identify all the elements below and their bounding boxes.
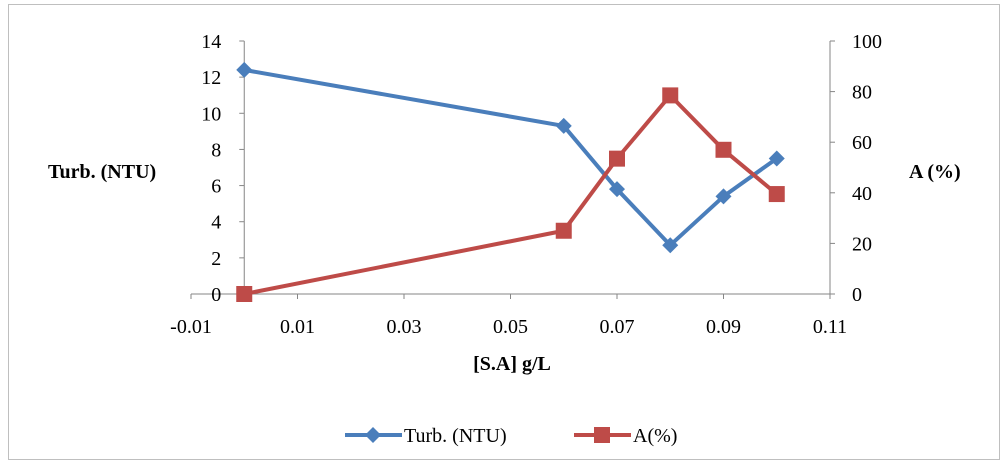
data-point — [768, 186, 785, 203]
series-1 — [236, 61, 785, 254]
y-right-tick-label: 60 — [852, 132, 872, 154]
x-tick-label: 0.11 — [813, 316, 847, 338]
legend-item: A(%) — [574, 425, 677, 447]
legend-item: Turb. (NTU) — [345, 425, 507, 447]
y-axis-left-ticks: 0 2 4 6 8 10 12 14 — [201, 31, 245, 306]
series-line — [243, 93, 779, 296]
data-point — [715, 188, 732, 205]
x-tick-label: 0.05 — [493, 316, 528, 338]
y-right-tick-label: 80 — [852, 82, 872, 104]
legend-marker — [365, 427, 381, 443]
y-right-tick-label: 20 — [852, 233, 872, 255]
legend-label: A(%) — [633, 425, 677, 447]
y-left-tick-label: 14 — [201, 31, 221, 53]
y-right-tick-label: 40 — [852, 183, 872, 205]
data-point — [609, 150, 625, 167]
legend-label: Turb. (NTU) — [404, 425, 507, 447]
y-left-tick-label: 6 — [211, 176, 221, 198]
x-axis-title: [S.A] g/L — [473, 353, 551, 375]
data-point — [555, 117, 572, 134]
y-axis-left-title: Turb. (NTU) — [48, 161, 156, 183]
data-point — [662, 237, 679, 254]
data-point — [662, 87, 679, 104]
y-left-tick-label: 2 — [211, 248, 221, 270]
series-2 — [236, 87, 785, 302]
x-tick-label: 0.01 — [280, 316, 315, 338]
x-axis-ticks: -0.01 0.01 0.03 0.05 0.07 0.09 0.11 — [170, 294, 847, 338]
data-point — [609, 181, 625, 198]
data-point — [555, 222, 572, 239]
y-left-tick-label: 4 — [211, 212, 221, 234]
plot-area: -0.01 0.01 0.03 0.05 0.07 0.09 0.11 0 2 4 6 8 10 12 1… — [170, 31, 882, 338]
x-tick-label: 0.03 — [387, 316, 422, 338]
data-point — [236, 286, 253, 302]
x-tick-label: 0.09 — [706, 316, 741, 338]
y-left-tick-label: 0 — [211, 284, 221, 306]
x-tick-label: 0.07 — [600, 316, 635, 338]
series-line — [243, 67, 778, 248]
y-left-tick-label: 10 — [201, 103, 221, 125]
y-right-tick-label: 100 — [852, 31, 882, 53]
data-point — [236, 61, 253, 78]
x-tick-label: -0.01 — [170, 316, 212, 338]
y-axis-right-title: A (%) — [909, 161, 961, 183]
legend: Turb. (NTU) A(%) — [345, 425, 677, 447]
y-right-tick-label: 0 — [852, 284, 862, 306]
series-layer — [236, 61, 785, 302]
data-point — [768, 150, 785, 167]
y-left-tick-label: 8 — [211, 139, 221, 161]
data-point — [715, 141, 732, 158]
y-left-tick-label: 12 — [201, 67, 221, 89]
chart-frame — [8, 4, 1000, 460]
y-axis-right-ticks: 0 20 40 60 80 100 — [830, 31, 882, 306]
legend-marker — [594, 427, 610, 443]
